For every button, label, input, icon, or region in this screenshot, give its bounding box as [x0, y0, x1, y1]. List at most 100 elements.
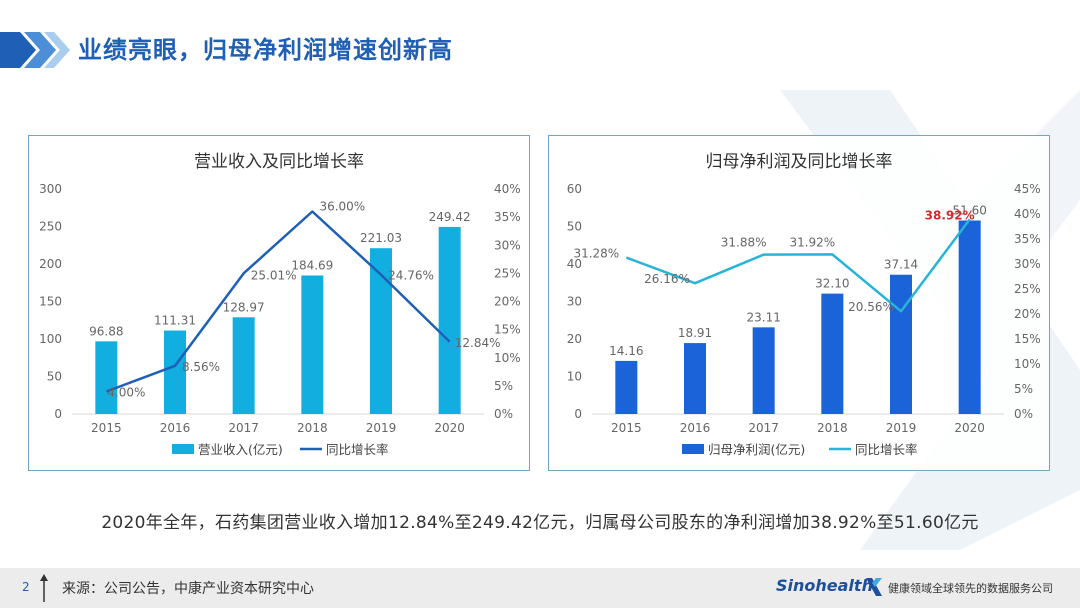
bar-value-label: 96.88 [89, 324, 123, 338]
right-axis-tick: 5% [494, 379, 513, 393]
net-profit-chart: 归母净利润及同比增长率 0 10 20 30 40 50 60 0% 5% 10% 15% 20% 25%… [567, 152, 1041, 457]
bar-value-label: 14.16 [609, 344, 643, 358]
x-axis-tick: 2017 [228, 421, 259, 435]
left-axis-tick: 150 [39, 295, 62, 309]
left-axis-tick: 50 [567, 220, 582, 234]
page-title: 业绩亮眼，归母净利润增速创新高 [78, 36, 453, 64]
growth-rate-line [625, 218, 971, 313]
right-axis-tick: 0% [494, 407, 513, 421]
left-axis-tick: 200 [39, 257, 62, 271]
x-axis-tick: 2020 [434, 421, 465, 435]
summary-text: 2020年全年，石药集团营业收入增加12.84%至249.42亿元，归属母公司股… [101, 513, 979, 533]
left-axis-tick: 0 [54, 407, 62, 421]
bar-value-label: 249.42 [429, 210, 471, 224]
legend-line-label: 同比增长率 [326, 442, 389, 457]
left-axis-tick: 60 [567, 182, 582, 196]
right-axis-tick: 20% [494, 295, 521, 309]
bar-value-label: 184.69 [291, 258, 333, 272]
right-axis-tick: 30% [1014, 257, 1041, 271]
growth-rate-label: 24.76% [388, 269, 434, 283]
left-axis-tick: 50 [47, 370, 62, 384]
right-axis-tick: 40% [1014, 207, 1041, 221]
right-axis-tick: 25% [494, 266, 521, 280]
growth-rate-line [105, 210, 451, 393]
bar-2019 [890, 274, 912, 414]
source-text: 来源：公司公告，中康产业资本研究中心 [62, 581, 314, 597]
legend-bar-label: 归母净利润(亿元) [708, 442, 805, 457]
x-axis-tick: 2019 [886, 421, 917, 435]
left-axis-tick: 10 [567, 370, 582, 384]
left-axis-tick: 40 [567, 257, 582, 271]
right-axis-tick: 15% [494, 323, 521, 337]
bar-value-label: 128.97 [223, 300, 265, 314]
right-axis-tick: 15% [1014, 332, 1041, 346]
x-axis-tick: 2018 [817, 421, 848, 435]
x-axis-tick: 2015 [611, 421, 642, 435]
right-axis-tick: 30% [494, 238, 521, 252]
growth-rate-label: 31.28% [573, 247, 619, 261]
growth-rate-label: 31.92% [789, 235, 835, 249]
bar-2018 [301, 275, 324, 414]
chart-title: 归母净利润及同比增长率 [706, 152, 893, 172]
growth-rate-label: 26.16% [644, 272, 690, 286]
bar-value-label: 18.91 [678, 326, 712, 340]
growth-rate-label: 25.01% [251, 268, 297, 282]
bar-2019 [370, 248, 392, 414]
bar-value-label: 37.14 [884, 258, 918, 272]
legend-line-label: 同比增长率 [855, 442, 918, 457]
up-arrow-icon [40, 574, 48, 602]
legend-bar-swatch [682, 444, 704, 454]
left-axis-tick: 0 [574, 407, 582, 421]
bar-2017 [232, 317, 255, 414]
page-number: 2 [22, 580, 30, 594]
growth-rate-label: 12.84% [455, 336, 501, 350]
growth-rate-label-highlight: 38.92% [925, 208, 975, 222]
bar-2015 [95, 341, 118, 414]
right-axis-tick: 10% [1014, 357, 1041, 371]
revenue-chart-panel: 营业收入及同比增长率 0 50 100 150 200 250 300 0% 5% 10% 15% 20… [28, 135, 530, 471]
right-axis-tick: 5% [1014, 382, 1033, 396]
right-axis-tick: 45% [1014, 182, 1041, 196]
right-axis-tick: 20% [1014, 307, 1041, 321]
logo-mark-icon [866, 578, 882, 596]
growth-rate-label: 4.00% [107, 386, 145, 400]
sinohealth-logo: Sinohealth [776, 576, 873, 595]
bar-2020 [958, 220, 981, 414]
x-axis-tick: 2017 [748, 421, 779, 435]
tagline: 健康领域全球领先的数据服务公司 [888, 582, 1053, 595]
left-axis-tick: 100 [39, 332, 62, 346]
footer: 2 来源：公司公告，中康产业资本研究中心 Sinohealth 健康领域全球领先… [0, 568, 1080, 608]
bar-2016 [164, 330, 186, 414]
revenue-chart: 营业收入及同比增长率 0 50 100 150 200 250 300 0% 5% 10% 15% 20… [39, 152, 521, 457]
right-axis-tick: 40% [494, 182, 521, 196]
growth-rate-label: 31.88% [721, 236, 767, 250]
x-axis-tick: 2016 [160, 421, 191, 435]
bar-2016 [684, 343, 706, 414]
left-axis-tick: 300 [39, 182, 62, 196]
left-axis-tick: 30 [567, 295, 582, 309]
bar-2015 [615, 360, 638, 414]
bar-value-label: 111.31 [154, 314, 196, 328]
x-axis-tick: 2020 [954, 421, 985, 435]
bar-2018 [821, 293, 844, 414]
bar-value-label: 23.11 [746, 310, 780, 324]
bar-2017 [752, 327, 775, 414]
growth-rate-label: 8.56% [182, 360, 220, 374]
left-axis-tick: 250 [39, 220, 62, 234]
bar-value-label: 51.60 [952, 204, 986, 218]
left-axis-tick: 20 [567, 332, 582, 346]
x-axis-tick: 2015 [91, 421, 122, 435]
x-axis-tick: 2016 [680, 421, 711, 435]
right-axis-tick: 10% [494, 351, 521, 365]
bar-value-label: 221.03 [360, 231, 402, 245]
legend-bar-swatch [172, 444, 194, 454]
net-profit-chart-panel: 归母净利润及同比增长率 0 10 20 30 40 50 60 0% 5% 10% 15% 20% 25%… [548, 135, 1050, 471]
x-axis-tick: 2018 [297, 421, 328, 435]
bar-value-label: 32.10 [815, 277, 849, 291]
header-chevron-icon [0, 32, 70, 68]
right-axis-tick: 25% [1014, 282, 1041, 296]
right-axis-tick: 35% [494, 210, 521, 224]
right-axis-tick: 0% [1014, 407, 1033, 421]
legend-bar-label: 营业收入(亿元) [198, 442, 283, 457]
chart-title: 营业收入及同比增长率 [194, 152, 364, 172]
